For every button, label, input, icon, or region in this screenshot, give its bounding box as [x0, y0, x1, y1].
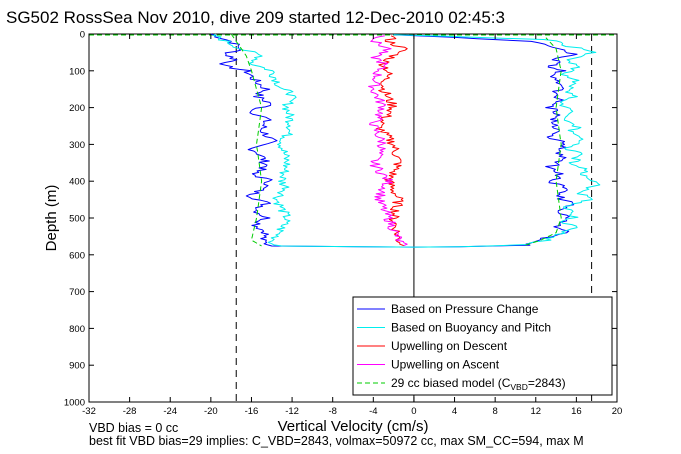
x-tick-label-0: -32 [82, 406, 96, 417]
y-tick-label-5: 500 [69, 214, 85, 225]
legend-entry-subscript: VBD [510, 382, 527, 392]
x-tick-label-6: -8 [328, 406, 336, 417]
legend-entry-3: Upwelling on Ascent [391, 358, 500, 372]
legend-entry-2: Upwelling on Descent [391, 339, 508, 353]
x-tick-label-13: 20 [612, 406, 623, 417]
x-axis-label: Vertical Velocity (cm/s) [278, 418, 429, 435]
x-tick-label-9: 4 [452, 406, 457, 417]
series-line-1-0 [212, 33, 601, 248]
x-tick-label-11: 12 [530, 406, 541, 417]
x-tick-label-5: -12 [285, 406, 299, 417]
legend-entry-1: Based on Buoyancy and Pitch [391, 321, 551, 335]
x-tick-label-2: -24 [163, 406, 177, 417]
y-tick-label-8: 800 [69, 324, 85, 335]
x-tick-label-3: -20 [204, 406, 218, 417]
series-line-2-0 [375, 35, 408, 247]
x-tick-label-4: -16 [245, 406, 259, 417]
y-axis-label: Depth (m) [43, 185, 60, 252]
y-tick-label-1: 100 [69, 66, 85, 77]
y-tick-label-9: 900 [69, 361, 85, 372]
x-tick-label-8: 0 [411, 406, 416, 417]
legend-entry-suffix: =2843) [528, 376, 566, 390]
y-tick-label-2: 200 [69, 103, 85, 114]
y-tick-label-4: 400 [69, 177, 85, 188]
y-tick-label-6: 600 [69, 250, 85, 261]
x-tick-label-7: -4 [369, 406, 377, 417]
legend-box [352, 296, 613, 396]
y-tick-label-7: 700 [69, 287, 85, 298]
legend: Based on Pressure Change Based on Buoyanc… [352, 296, 613, 396]
x-tick-label-1: -28 [123, 406, 137, 417]
series-group [210, 33, 601, 248]
legend-entry-4: 29 cc biased model (CVBD=2843) [391, 376, 566, 392]
y-tick-label-0: 0 [80, 30, 85, 41]
y-tick-label-10: 1000 [64, 398, 85, 409]
chart-title: SG502 RossSea Nov 2010, dive 209 started… [6, 8, 505, 27]
series-line-3-0 [368, 35, 408, 247]
legend-entry-0: Based on Pressure Change [391, 302, 539, 316]
x-tick-label-10: 8 [493, 406, 498, 417]
x-tick-label-12: 16 [571, 406, 582, 417]
y-tick-label-3: 300 [69, 140, 85, 151]
annotation-vbd-bias: VBD bias = 0 cc [89, 421, 178, 435]
axis-ticks: -32 -28 -24 -20 -16 -12 -8 -4 0 4 8 12 16 20010020030… [64, 30, 622, 418]
series-line-4-0 [230, 33, 263, 247]
annotation-best-fit: best fit VBD bias=29 implies: C_VBD=2843… [89, 434, 584, 448]
series-line-4-1 [525, 37, 562, 246]
